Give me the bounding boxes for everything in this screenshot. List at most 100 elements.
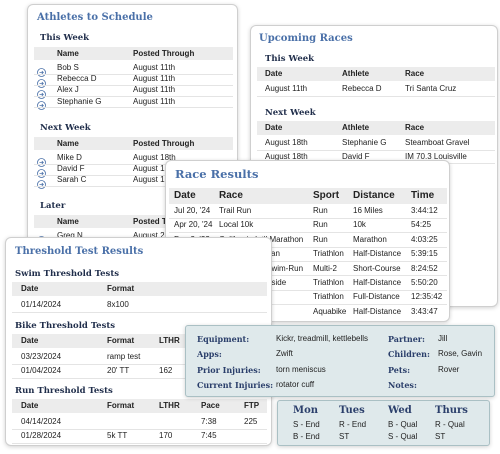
table-cell: Bob S — [57, 63, 79, 72]
field-label: Partner: — [388, 334, 425, 344]
table-cell: 225 — [244, 417, 258, 426]
table-cell: Triathlon — [313, 249, 344, 259]
row-divider — [169, 217, 447, 219]
row-icon — [37, 97, 46, 110]
table-cell: Trail Run — [219, 206, 252, 215]
field-value: rotator cuff — [276, 380, 315, 389]
column-header: Format — [107, 336, 135, 345]
arrow-circle — [37, 89, 46, 99]
row-divider — [169, 304, 447, 306]
row-divider — [34, 84, 233, 86]
row-divider — [169, 275, 447, 277]
table-cell: 03/23/2024 — [21, 352, 62, 361]
table-cell: Run — [313, 234, 328, 244]
field-value: Rover — [438, 365, 460, 374]
table-cell: 5:50:20 — [411, 278, 438, 287]
table-cell: IM 70.3 Louisville — [405, 151, 467, 161]
row-divider — [34, 107, 233, 109]
field-value: Zwift — [276, 349, 293, 358]
schedule-item: B - End — [293, 432, 320, 441]
table-cell: August 11th — [133, 63, 176, 72]
section-heading: Next Week — [40, 123, 91, 133]
table-header — [12, 399, 267, 413]
table-cell: Apr 20, '24 — [174, 220, 213, 230]
column-header: FTP — [244, 401, 260, 410]
table-cell: Aquabike — [313, 306, 347, 316]
column-header: Format — [107, 284, 135, 293]
row-divider — [169, 232, 447, 234]
table-cell: August 18th — [133, 153, 176, 162]
table-header — [34, 137, 233, 150]
row-divider — [34, 163, 233, 165]
table-cell: 10k — [353, 220, 366, 230]
table-cell: 01/14/2024 — [21, 300, 62, 309]
table-cell: 01/04/2024 — [21, 366, 62, 375]
row-divider — [12, 311, 267, 313]
field-label: Current Injuries: — [197, 380, 274, 390]
schedule-item: B - Qual — [388, 420, 418, 429]
table-cell: Stephanie G — [342, 138, 387, 147]
row-icon — [37, 154, 46, 167]
table-cell: 5:39:15 — [411, 249, 438, 259]
schedule-item: ST — [435, 432, 446, 441]
row-icon — [37, 64, 46, 77]
schedule-item: R - End — [339, 420, 367, 429]
day-heading: Wed — [388, 405, 412, 416]
table-cell: Short-Course — [353, 263, 401, 273]
row-divider — [257, 95, 495, 97]
arrow-circle — [37, 101, 46, 110]
column-header: Race — [405, 69, 425, 78]
table-cell: Greg N — [57, 231, 83, 240]
card-title: Athletes to Schedule — [37, 12, 153, 23]
table-cell: Local 10k — [219, 220, 254, 230]
column-header: Pace — [201, 401, 220, 410]
table-cell: August 18th — [133, 164, 176, 174]
profile-card: Equipment: Kickr, treadmill, kettlebells P… — [185, 325, 495, 397]
section-heading: Bike Threshold Tests — [15, 321, 116, 331]
arrow-circle — [37, 67, 46, 77]
column-header: Posted Through — [133, 216, 195, 226]
table-cell: 8x100 — [107, 300, 129, 309]
table-cell: 162 — [159, 366, 173, 375]
column-header: Name — [57, 138, 79, 148]
table-cell: 54:25 — [411, 220, 432, 230]
day-heading: Mon — [293, 405, 319, 416]
row-divider — [34, 73, 233, 75]
table-cell: Steamboat Gravel — [405, 138, 470, 147]
section-heading: This Week — [40, 33, 90, 43]
table-cell: 3:44:12 — [411, 206, 438, 215]
table-cell: Jul 20, '24 — [174, 206, 211, 215]
arrow-circle — [37, 157, 46, 167]
table-cell: 8:24:52 — [411, 263, 438, 273]
row-divider — [12, 377, 267, 379]
table-cell: Marathon — [353, 234, 387, 244]
table-cell: August 11th — [133, 85, 176, 95]
column-header: Athlete — [342, 69, 370, 78]
table-cell: 04/14/2024 — [21, 417, 62, 426]
column-header: LTHR — [159, 336, 180, 345]
column-header: Race — [405, 123, 425, 132]
table-cell: Stephanie G — [57, 96, 102, 106]
table-header — [257, 121, 495, 135]
column-header: Name — [57, 216, 79, 226]
field-label: Prior Injuries: — [197, 365, 261, 375]
section-heading: Run Threshold Tests — [15, 386, 113, 396]
threshold-card: Threshold Test Results Swim Threshold Tes… — [5, 237, 272, 446]
card-title: Threshold Test Results — [15, 246, 144, 257]
row-divider — [34, 174, 233, 176]
table-cell: 01/28/2024 — [21, 431, 62, 440]
column-header: LTHR — [159, 401, 180, 410]
row-divider — [12, 442, 267, 444]
table-cell: ramp test — [107, 352, 141, 361]
table-cell: Multi-2 — [313, 263, 338, 273]
table-cell: Tri Santa Cruz — [405, 84, 457, 93]
table-cell: August 11th — [133, 74, 176, 84]
table-cell: 20' TT — [107, 366, 130, 375]
column-header: Name — [57, 48, 79, 58]
row-icon — [37, 165, 46, 178]
table-cell: Full-Distance — [353, 292, 400, 302]
column-header: Date — [265, 123, 283, 132]
table-cell: 3:43:47 — [411, 306, 438, 316]
table-header — [169, 188, 447, 204]
